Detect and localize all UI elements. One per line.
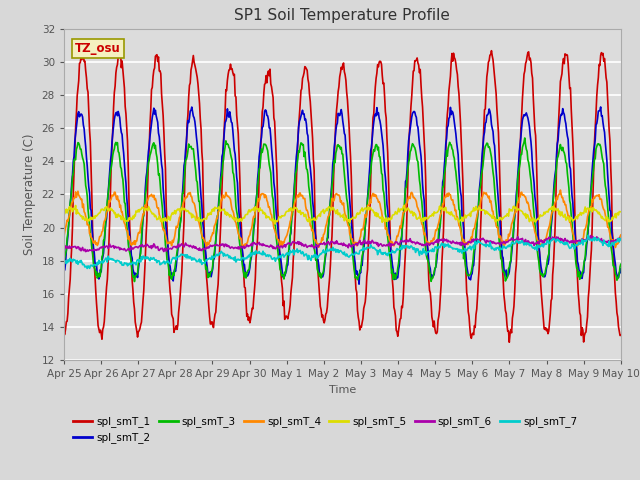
- Line: spl_smT_4: spl_smT_4: [64, 190, 621, 248]
- spl_smT_1: [214, 281, 222, 287]
- spl_smT_7: [584, 232, 592, 238]
- spl_smT_6: [428, 241, 435, 247]
- Line: spl_smT_3: spl_smT_3: [64, 138, 621, 282]
- spl_smT_3: [185, 141, 193, 147]
- spl_smT_4: [70, 195, 78, 201]
- spl_smT_5: [127, 216, 135, 221]
- spl_smT_6: [617, 236, 625, 242]
- spl_smT_7: [185, 253, 193, 259]
- spl_smT_5: [184, 208, 192, 214]
- spl_smT_3: [131, 279, 138, 285]
- spl_smT_2: [60, 267, 68, 273]
- spl_smT_4: [214, 216, 221, 221]
- spl_smT_7: [128, 260, 136, 266]
- spl_smT_7: [411, 246, 419, 252]
- spl_smT_7: [428, 248, 435, 253]
- spl_smT_3: [617, 262, 625, 267]
- Line: spl_smT_1: spl_smT_1: [64, 50, 621, 342]
- spl_smT_5: [271, 221, 278, 227]
- spl_smT_6: [128, 245, 136, 251]
- spl_smT_3: [521, 135, 529, 141]
- spl_smT_6: [587, 233, 595, 239]
- spl_smT_4: [612, 245, 620, 251]
- spl_smT_7: [70, 257, 78, 263]
- spl_smT_5: [60, 212, 68, 217]
- spl_smT_2: [411, 109, 419, 115]
- spl_smT_4: [127, 242, 135, 248]
- spl_smT_5: [70, 206, 78, 212]
- spl_smT_1: [506, 339, 513, 345]
- spl_smT_3: [70, 157, 78, 163]
- spl_smT_1: [617, 333, 625, 338]
- spl_smT_4: [557, 187, 564, 193]
- Line: spl_smT_2: spl_smT_2: [64, 107, 621, 284]
- spl_smT_6: [60, 246, 68, 252]
- spl_smT_2: [428, 275, 435, 280]
- spl_smT_6: [82, 249, 90, 254]
- spl_smT_2: [70, 154, 78, 159]
- spl_smT_1: [185, 94, 193, 100]
- spl_smT_1: [115, 48, 123, 53]
- spl_smT_3: [60, 261, 68, 267]
- spl_smT_7: [214, 253, 222, 259]
- spl_smT_7: [60, 261, 68, 266]
- spl_smT_6: [214, 242, 222, 248]
- spl_smT_1: [411, 58, 419, 63]
- spl_smT_4: [410, 194, 418, 200]
- spl_smT_2: [355, 281, 363, 287]
- spl_smT_7: [83, 265, 91, 271]
- spl_smT_5: [214, 205, 221, 211]
- spl_smT_1: [70, 167, 78, 173]
- Line: spl_smT_5: spl_smT_5: [64, 205, 621, 224]
- Title: SP1 Soil Temperature Profile: SP1 Soil Temperature Profile: [234, 9, 451, 24]
- spl_smT_5: [428, 212, 436, 218]
- Text: TZ_osu: TZ_osu: [75, 42, 121, 55]
- spl_smT_6: [411, 240, 419, 245]
- Y-axis label: Soil Temperature (C): Soil Temperature (C): [23, 133, 36, 255]
- spl_smT_7: [617, 237, 625, 242]
- spl_smT_2: [597, 104, 605, 110]
- spl_smT_2: [214, 221, 221, 227]
- spl_smT_6: [185, 243, 193, 249]
- spl_smT_4: [426, 240, 434, 246]
- spl_smT_1: [60, 330, 68, 336]
- spl_smT_2: [617, 266, 625, 272]
- spl_smT_5: [412, 211, 419, 217]
- spl_smT_4: [60, 234, 68, 240]
- spl_smT_5: [617, 209, 625, 215]
- spl_smT_6: [70, 244, 78, 250]
- Legend: spl_smT_1, spl_smT_2, spl_smT_3, spl_smT_4, spl_smT_5, spl_smT_6, spl_smT_7: spl_smT_1, spl_smT_2, spl_smT_3, spl_smT…: [69, 412, 582, 447]
- Line: spl_smT_6: spl_smT_6: [64, 236, 621, 252]
- spl_smT_2: [127, 252, 135, 258]
- spl_smT_3: [127, 260, 135, 266]
- X-axis label: Time: Time: [329, 384, 356, 395]
- spl_smT_1: [428, 299, 435, 305]
- spl_smT_3: [428, 278, 435, 284]
- spl_smT_5: [400, 203, 408, 208]
- spl_smT_3: [214, 212, 222, 218]
- spl_smT_3: [411, 145, 419, 151]
- spl_smT_4: [184, 191, 192, 197]
- spl_smT_4: [617, 232, 625, 238]
- Line: spl_smT_7: spl_smT_7: [64, 235, 621, 268]
- spl_smT_1: [128, 277, 136, 283]
- spl_smT_2: [184, 118, 192, 123]
